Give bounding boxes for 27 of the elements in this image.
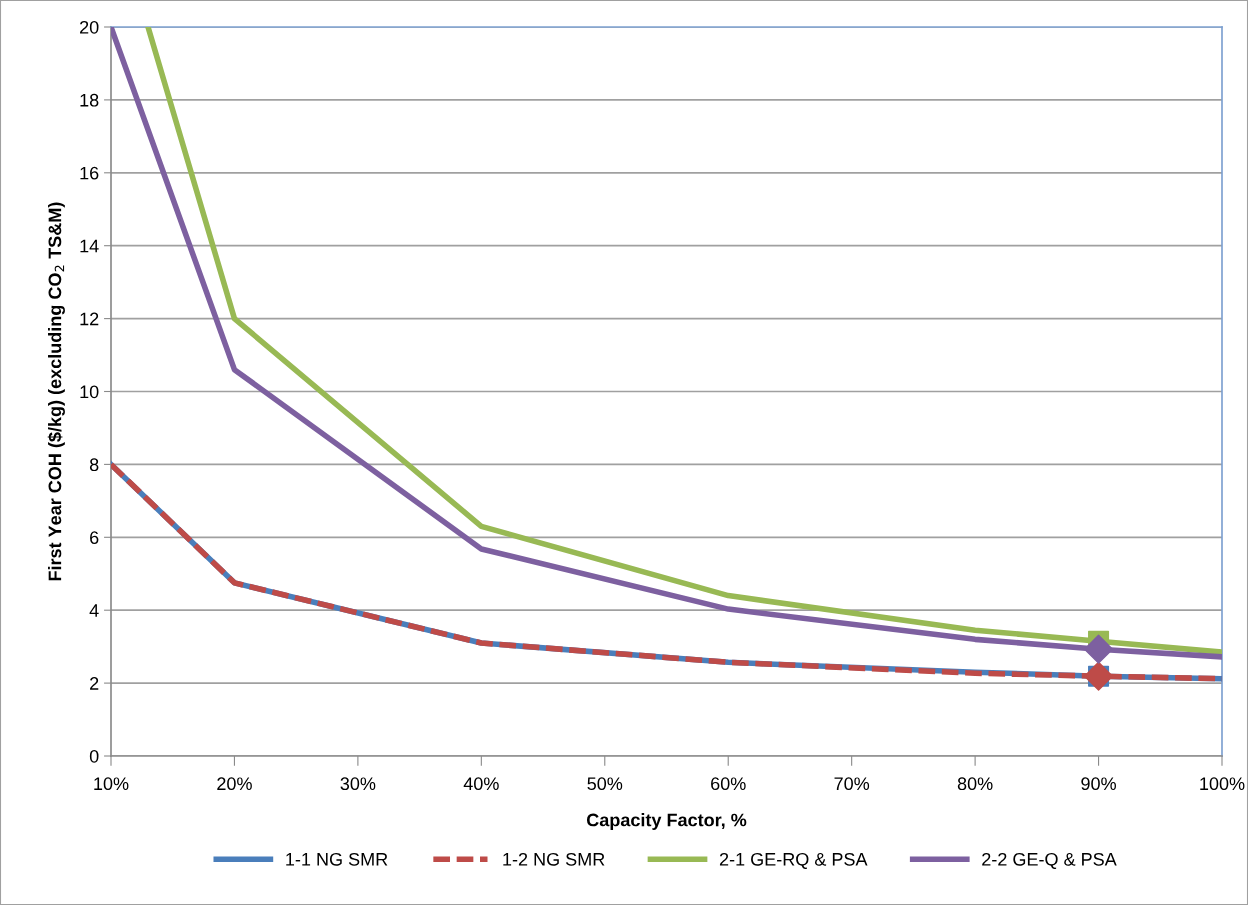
- y-tick-label: 16: [80, 166, 99, 180]
- y-tick-label: 10: [80, 385, 99, 399]
- y-tick-label: 6: [90, 531, 99, 545]
- y-tick-label: 4: [89, 604, 99, 617]
- y-axis-title: First Year COH ($/kg) (excluding CO$_{2}$ TS&M): [47, 202, 65, 581]
- x-tick-label: 20%: [217, 777, 252, 791]
- legend-label: 2-2 GE-Q & PSA: [982, 852, 1117, 869]
- x-tick-label: 100%: [1200, 777, 1245, 791]
- y-tick-label: 8: [89, 458, 99, 472]
- y-tick-label: 14: [80, 239, 99, 253]
- x-tick-label: 70%: [834, 777, 870, 791]
- y-tick-label: 20: [80, 20, 99, 34]
- x-tick-label: 80%: [957, 777, 993, 791]
- x-tick-label: 40%: [463, 777, 499, 791]
- legend-label: 1-2 NG SMR: [503, 852, 605, 866]
- y-tick-label: 12: [80, 312, 99, 326]
- y-tick-label: 18: [80, 93, 99, 107]
- legend-label: 2-1 GE-RQ & PSA: [719, 852, 868, 869]
- legend-label: 1-1 NG SMR: [286, 852, 388, 866]
- x-tick-label: 30%: [340, 777, 376, 791]
- x-tick-label: 50%: [587, 777, 623, 791]
- y-tick-label: 0: [89, 749, 99, 763]
- y-tick-label: 2: [90, 677, 99, 690]
- x-tick-label: 60%: [711, 777, 746, 791]
- x-tick-label: 10%: [94, 777, 129, 791]
- x-tick-label: 90%: [1081, 777, 1116, 791]
- x-axis-title: Capacity Factor, %: [586, 813, 747, 830]
